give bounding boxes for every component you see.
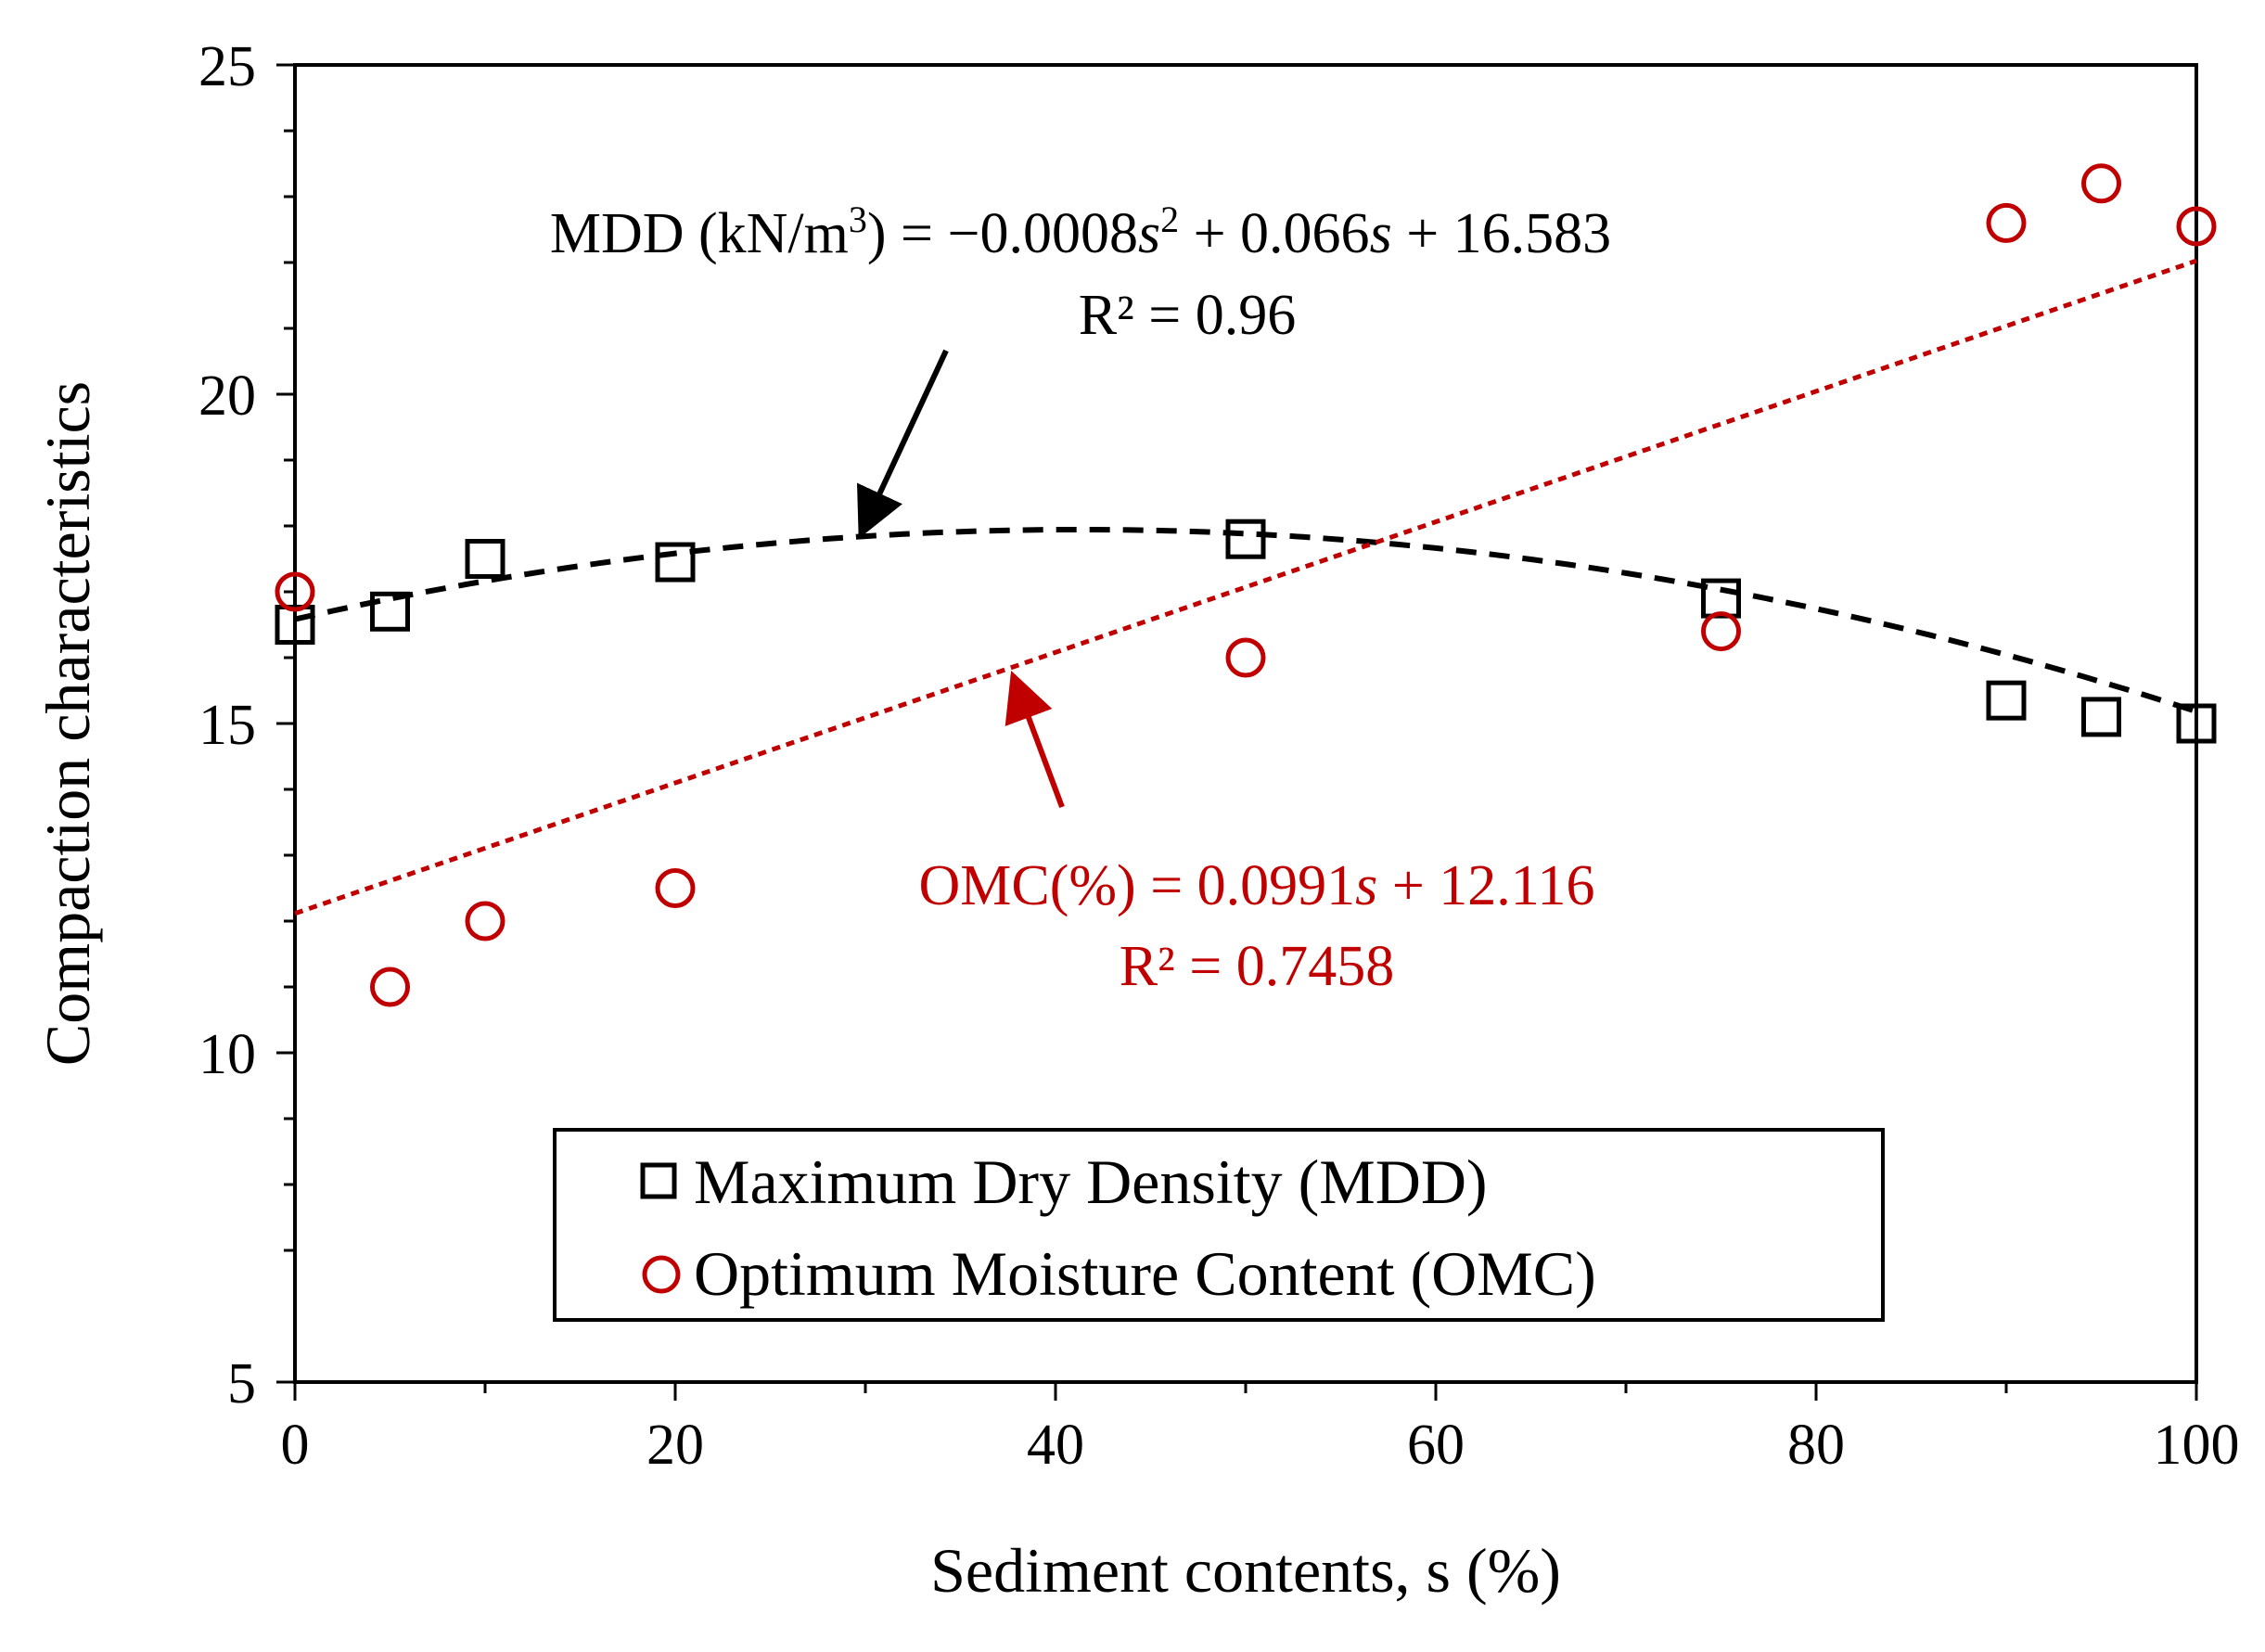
y-tick-label: 25 bbox=[198, 35, 256, 98]
x-axis-title: Sediment contents, s (%) bbox=[930, 1535, 1561, 1606]
omc-point bbox=[275, 571, 315, 612]
axis-ticks bbox=[276, 63, 2198, 1401]
x-tick-label: 40 bbox=[1027, 1414, 1084, 1477]
y-axis-title: Compaction characteristics bbox=[32, 381, 103, 1066]
mdd-equation: MDD (kN/m3) = −0.0008s2 + 0.066s + 16.58… bbox=[550, 198, 1611, 266]
omc-point bbox=[1986, 202, 2027, 243]
legend-mdd-label: Maximum Dry Density (MDD) bbox=[694, 1146, 1488, 1217]
omc-equation: OMC(%) = 0.0991s + 12.116 bbox=[919, 854, 1595, 917]
mdd-point bbox=[655, 542, 696, 583]
y-tick-label: 20 bbox=[198, 365, 256, 428]
mdd-point bbox=[370, 591, 410, 632]
mdd-point bbox=[1701, 578, 1741, 619]
axis-tick-labels: 0 20 40 60 80 100 5 10 15 20 25 bbox=[198, 35, 2240, 1477]
y-tick-label: 10 bbox=[198, 1023, 256, 1086]
x-tick-label: 60 bbox=[1407, 1414, 1465, 1477]
omc-point bbox=[2081, 163, 2121, 204]
mdd-r-squared: R² = 0.96 bbox=[1079, 284, 1296, 347]
legend-omc-marker bbox=[642, 1255, 681, 1294]
omc-point bbox=[2176, 206, 2217, 247]
mdd-point bbox=[1225, 519, 1266, 559]
mdd-point bbox=[465, 539, 505, 579]
data-points bbox=[275, 163, 2217, 1007]
x-tick-label: 20 bbox=[646, 1414, 704, 1477]
omc-trendline bbox=[294, 258, 2197, 916]
omc-r-squared: R² = 0.7458 bbox=[1120, 935, 1394, 998]
mdd-annotation-arrow bbox=[856, 349, 949, 539]
legend: Maximum Dry Density (MDD) Optimum Moistu… bbox=[553, 1128, 1885, 1322]
x-tick-label: 80 bbox=[1787, 1414, 1845, 1477]
x-tick-label: 100 bbox=[2154, 1414, 2240, 1477]
mdd-point bbox=[1986, 680, 2027, 721]
mdd-point bbox=[2176, 703, 2217, 744]
omc-point bbox=[1701, 611, 1741, 652]
y-tick-label: 5 bbox=[227, 1352, 256, 1415]
omc-point bbox=[1225, 637, 1266, 678]
legend-omc-label: Optimum Moisture Content (OMC) bbox=[694, 1238, 1596, 1309]
omc-point bbox=[370, 967, 410, 1007]
legend-box bbox=[553, 1128, 1885, 1322]
trendlines bbox=[294, 258, 2197, 916]
y-tick-label: 15 bbox=[198, 694, 256, 757]
omc-point bbox=[465, 901, 505, 941]
x-tick-label: 0 bbox=[281, 1414, 310, 1477]
legend-mdd-marker bbox=[640, 1162, 677, 1199]
mdd-point bbox=[2081, 697, 2121, 737]
omc-point bbox=[655, 868, 696, 908]
omc-annotation-arrow bbox=[1005, 670, 1065, 809]
